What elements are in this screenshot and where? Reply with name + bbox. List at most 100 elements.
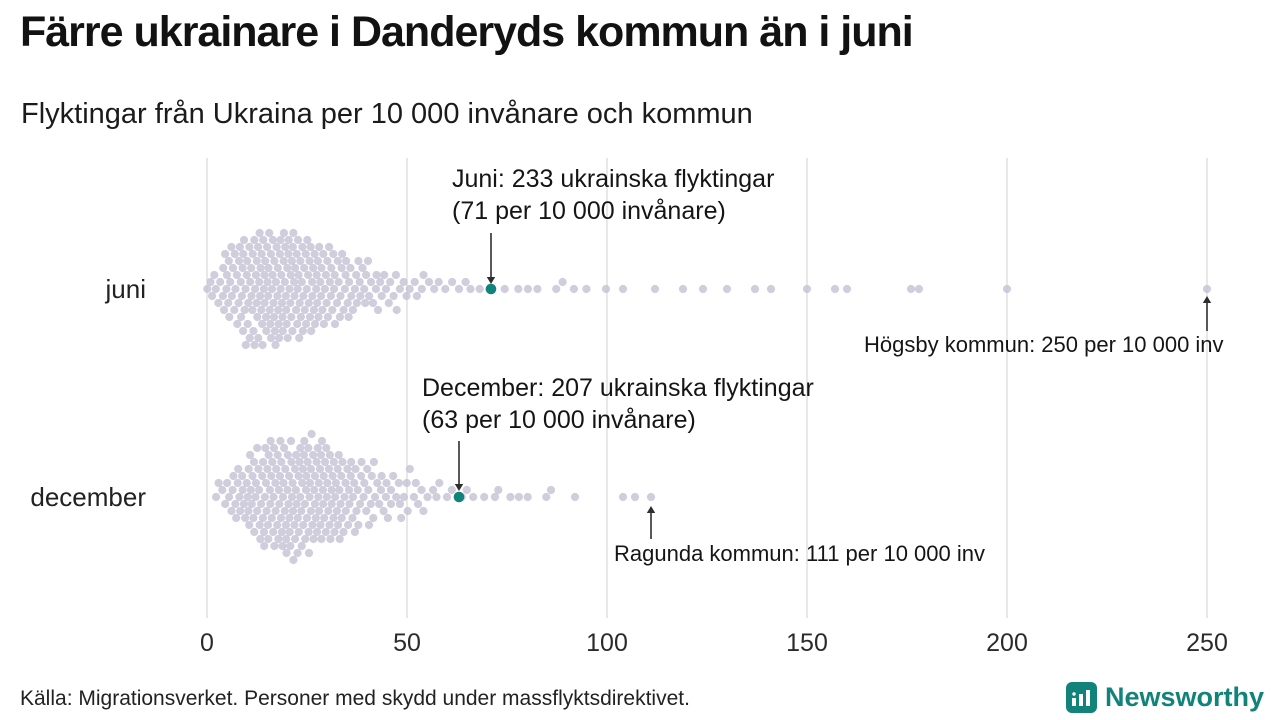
municipality-dot [232,513,241,523]
municipality-dot [380,270,389,280]
municipality-dot [233,478,242,488]
municipality-dot [296,492,305,502]
municipality-dot [234,256,244,266]
municipality-dot [260,270,269,280]
municipality-dot [650,284,660,294]
municipality-dot [802,284,812,294]
municipality-dot [371,284,380,294]
municipality-dot [348,492,358,502]
municipality-dot [346,263,355,273]
municipality-dot [276,235,285,245]
municipality-dot [315,464,325,474]
municipality-dot [290,291,299,301]
municipality-dot [271,340,280,350]
highlight-annotation-juni-line1: Juni: 233 ukrainska flyktingar [452,165,775,193]
municipality-dot [335,534,344,544]
municipality-dot [299,520,308,530]
municipality-dot [219,263,228,273]
municipality-dot [271,478,280,488]
municipality-dot [369,457,378,467]
municipality-dot [293,513,302,523]
municipality-dot [414,499,423,509]
municipality-dot [243,256,252,266]
municipality-dot [339,527,348,537]
municipality-dot [250,527,259,537]
municipality-dot [308,277,317,287]
municipality-dot [256,534,265,544]
municipality-dot [238,263,247,273]
municipality-dot [237,312,246,322]
municipality-dot [914,284,924,294]
municipality-dot [334,450,343,460]
municipality-dot [277,457,286,467]
municipality-dot [269,443,279,453]
municipality-dot [251,492,260,502]
municipality-dot [315,506,324,516]
municipality-dot [269,298,278,308]
municipality-dot [276,513,286,523]
municipality-dot [223,478,232,488]
municipality-dot [360,284,369,294]
municipality-dot [698,284,708,294]
municipality-dot [392,492,401,502]
municipality-dot [419,506,428,516]
municipality-dot [285,471,294,481]
newsworthy-logo[interactable]: Newsworthy [1065,682,1264,713]
municipality-dot [368,298,378,308]
municipality-dot [287,256,296,266]
municipality-dot [307,326,316,336]
municipality-dot [403,506,412,516]
municipality-dot [323,312,332,322]
municipality-dot [252,256,261,266]
municipality-dot [906,284,916,294]
municipality-dot [485,284,494,294]
municipality-dot [286,436,296,446]
municipality-dot [206,277,215,287]
municipality-dot [260,492,269,502]
municipality-dot [239,499,249,509]
municipality-dot [274,485,283,495]
municipality-dot [326,291,335,301]
municipality-dot [262,506,271,516]
municipality-dot [330,284,339,294]
municipality-dot [234,464,243,474]
municipality-dot [344,312,353,322]
municipality-dot [329,513,338,523]
municipality-dot [232,270,241,280]
municipality-dot [287,492,297,502]
municipality-dot [582,284,591,294]
municipality-dot [358,263,367,273]
municipality-dot [319,471,328,481]
municipality-dot [377,471,386,481]
municipality-dot [454,284,464,294]
municipality-dot [266,436,275,446]
municipality-dot [352,506,361,516]
municipality-dot [308,520,317,530]
municipality-dot [280,506,289,516]
municipality-dot [241,284,250,294]
municipality-dot [239,326,248,336]
municipality-dot [282,534,291,544]
municipality-dot [289,555,298,565]
x-tick-200: 200 [986,629,1028,657]
municipality-dot [242,270,251,280]
municipality-dot [325,277,334,287]
municipality-dot [257,499,266,509]
municipality-dot [269,492,278,502]
municipality-dot [316,277,325,287]
x-tick-0: 0 [200,629,214,657]
highlight-dot-december [453,491,465,503]
municipality-dot [546,485,556,495]
municipality-dot [277,527,286,537]
municipality-dot [309,305,318,315]
municipality-dot [281,242,290,252]
municipality-dot [348,305,357,315]
municipality-dot [365,291,374,301]
municipality-dot [354,520,363,530]
municipality-dot [494,485,503,495]
municipality-dot [248,305,257,315]
municipality-dot [218,485,227,495]
municipality-dot [332,298,342,308]
municipality-dot [268,457,277,467]
municipality-dot [224,256,233,266]
